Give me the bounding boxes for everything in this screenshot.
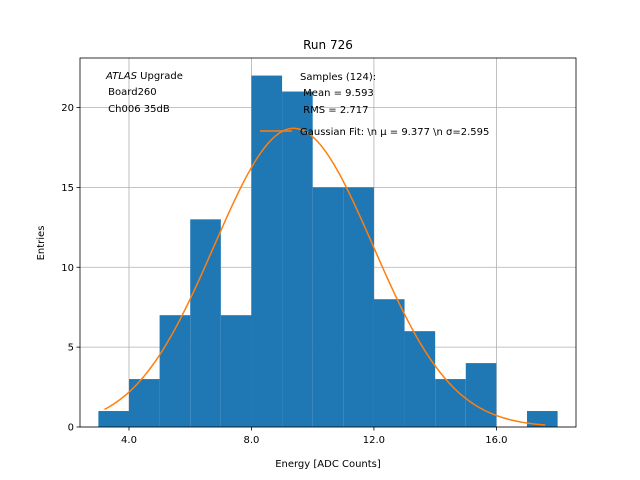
histogram-bar	[527, 411, 558, 427]
x-tick-label: 12.0	[363, 435, 385, 446]
y-tick-label: 10	[61, 263, 74, 274]
histogram-bar	[312, 187, 344, 427]
chart-title: Run 726	[303, 38, 353, 52]
y-tick-label: 20	[61, 103, 74, 114]
histogram-bars	[98, 75, 558, 428]
x-axis-ticks: 4.0 8.0 12.0 16.0	[121, 427, 508, 446]
stats-line-2: Mean = 9.593	[300, 88, 374, 99]
stats-line-3: RMS = 2.717	[300, 105, 368, 116]
annotation-line-1: Upgrade	[137, 71, 183, 82]
histogram-bar	[373, 299, 405, 427]
histogram-bar	[159, 315, 191, 427]
x-tick-label: 16.0	[485, 435, 507, 446]
x-tick-label: 8.0	[244, 435, 260, 446]
x-axis-label: Energy [ADC Counts]	[275, 459, 381, 470]
y-axis-ticks: 0 5 10 15 20	[61, 103, 80, 434]
y-tick-label: 0	[68, 423, 74, 434]
histogram-bar	[190, 219, 221, 427]
x-tick-label: 4.0	[121, 435, 137, 446]
annotation-line-2: Board260	[105, 87, 157, 98]
y-tick-label: 5	[68, 343, 74, 354]
legend-fit-label: Gaussian Fit: \n μ = 9.377 \n σ=2.595	[300, 127, 489, 138]
histogram-bar	[343, 187, 374, 427]
histogram-bar	[98, 411, 129, 427]
legend: Gaussian Fit: \n μ = 9.377 \n σ=2.595	[260, 127, 489, 138]
y-axis-label: Entries	[36, 226, 47, 261]
histogram-bar	[282, 91, 313, 427]
histogram-bar	[465, 363, 497, 427]
histogram-bar	[251, 75, 283, 428]
gaussian-fit-curve	[104, 127, 546, 426]
atlas-annotation: ATLAS Upgrade	[105, 71, 183, 82]
plot-frame	[79, 57, 577, 428]
atlas-label: ATLAS	[105, 71, 138, 82]
histogram-bar	[404, 331, 436, 427]
histogram-bar	[128, 379, 160, 427]
histogram-bar	[220, 315, 252, 427]
histogram-bar	[435, 379, 466, 427]
stats-line-1: Samples (124):	[300, 72, 376, 83]
annotation-line-3: Ch006 35dB	[105, 104, 170, 115]
y-tick-label: 15	[61, 183, 74, 194]
